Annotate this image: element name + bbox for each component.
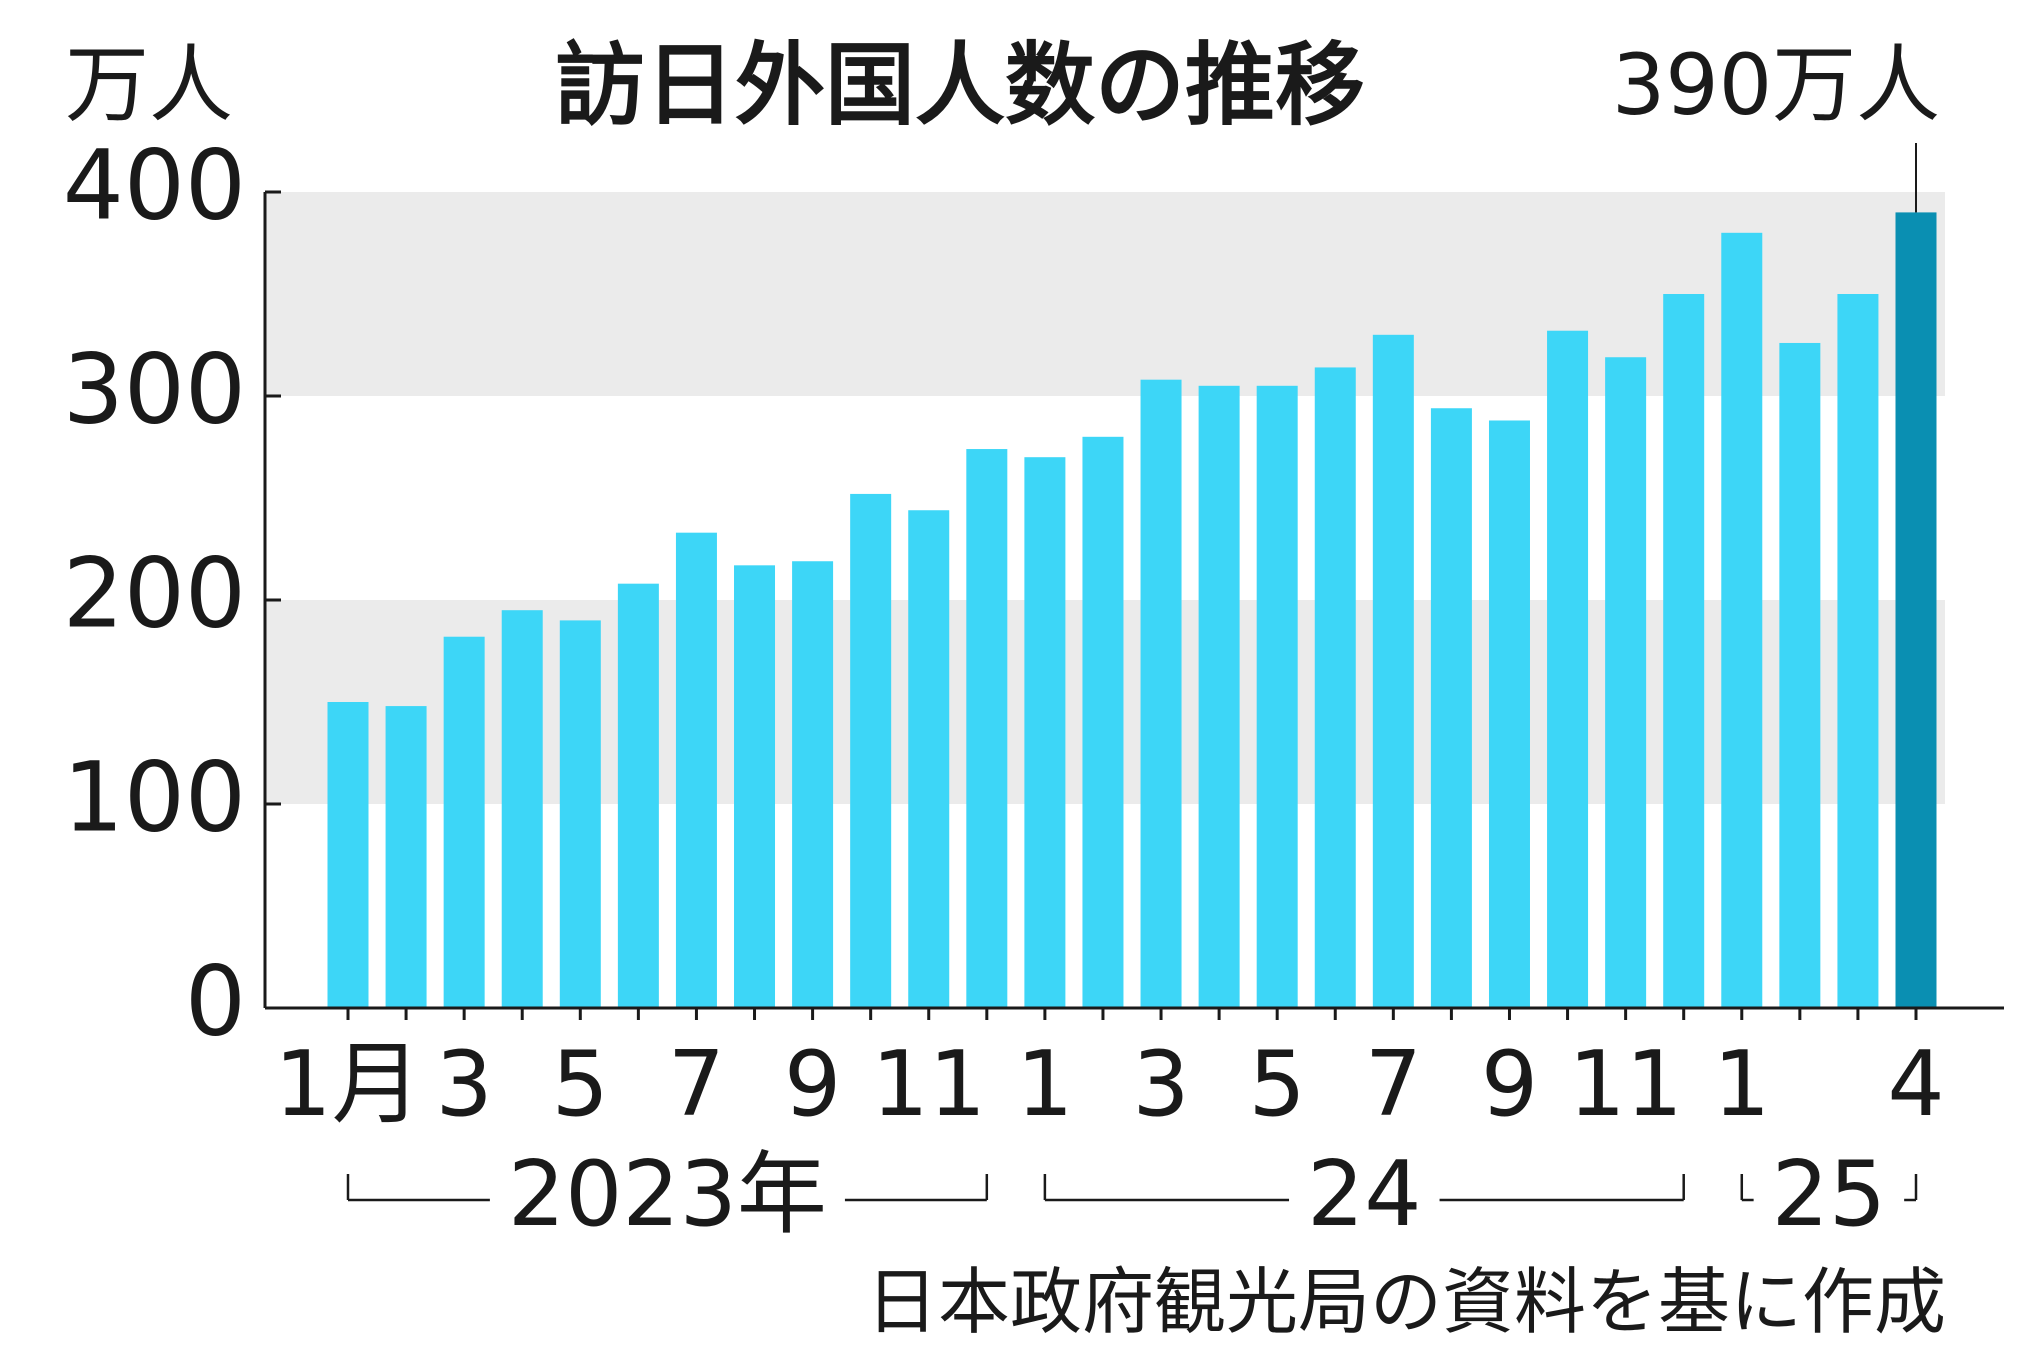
x-tick-label: 9: [1481, 1032, 1538, 1137]
x-tick-label: 1: [1713, 1032, 1770, 1137]
y-tick-label: 200: [63, 537, 246, 649]
bar: [675, 532, 717, 1008]
bar: [443, 636, 485, 1008]
x-tick-label: 9: [784, 1032, 841, 1137]
bar: [1605, 357, 1647, 1008]
bar: [1430, 408, 1472, 1008]
x-tick-label: 3: [1132, 1032, 1189, 1137]
bar: [908, 510, 950, 1008]
x-tick-label: 1月: [274, 1032, 421, 1137]
bar: [1198, 385, 1240, 1008]
bar: [1488, 420, 1530, 1009]
y-tick-label: 400: [63, 129, 246, 241]
y-tick-label: 300: [63, 333, 246, 445]
bar: [1024, 457, 1066, 1008]
x-tick-label: 7: [1365, 1032, 1422, 1137]
x-tick-label: 5: [1249, 1032, 1306, 1137]
bar: [1082, 436, 1124, 1008]
bar: [1837, 294, 1879, 1008]
bar: [1895, 212, 1937, 1008]
bar: [1779, 342, 1821, 1009]
value-label: 390万人: [1612, 36, 1940, 134]
year-label: 24: [1307, 1142, 1422, 1247]
bar: [327, 702, 369, 1008]
bar: [1663, 294, 1705, 1008]
bar: [1547, 330, 1589, 1009]
x-tick-label: 4: [1887, 1032, 1944, 1137]
bar: [792, 561, 834, 1008]
y-tick-label: 100: [63, 741, 246, 853]
unit-label: 万人: [65, 36, 233, 134]
year-label: 25: [1772, 1142, 1887, 1247]
y-tick-label: 0: [185, 945, 246, 1057]
bar: [501, 610, 543, 1008]
bar: [734, 565, 776, 1008]
chart-title: 訪日外国人数の推移: [555, 33, 1365, 138]
x-tick-label: 11: [871, 1032, 986, 1137]
year-label: 2023年: [508, 1142, 827, 1247]
bar: [850, 493, 892, 1008]
x-tick-label: 7: [668, 1032, 725, 1137]
bar: [617, 583, 659, 1008]
x-tick-label: 3: [436, 1032, 493, 1137]
bar: [385, 706, 427, 1008]
bar: [966, 449, 1008, 1008]
x-tick-label: 11: [1568, 1032, 1683, 1137]
bar: [1314, 367, 1356, 1008]
x-tick-label: 5: [552, 1032, 609, 1137]
bar: [1721, 232, 1763, 1009]
bar: [1140, 379, 1182, 1008]
bar: [559, 620, 601, 1008]
bar: [1256, 385, 1298, 1008]
x-tick-label: 1: [1016, 1032, 1073, 1137]
source-note: 日本政府観光局の資料を基に作成: [866, 1260, 1946, 1344]
bar: [1372, 334, 1414, 1008]
